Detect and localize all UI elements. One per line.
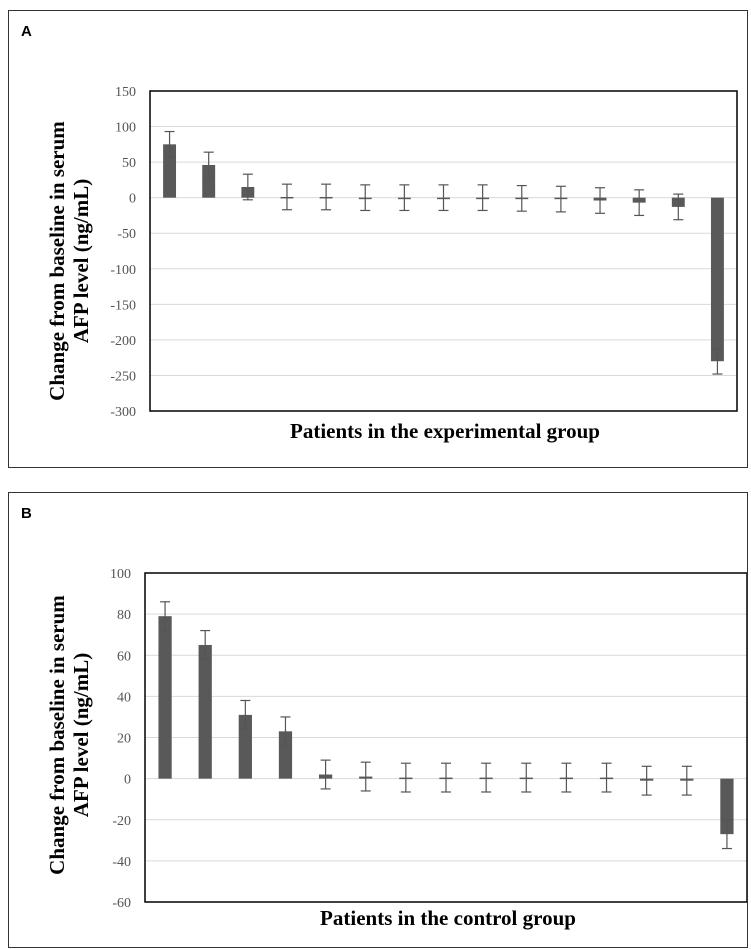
panel-label-b: B (21, 505, 32, 522)
chart-panel-a: A Change from baseline in serum AFP leve… (8, 10, 748, 468)
y-axis-title-line2-a: AFP level (ng/mL) (69, 179, 93, 343)
bar-b (158, 616, 172, 779)
y-tick-label-b: -60 (112, 896, 131, 911)
y-tick-label-a: -100 (110, 263, 136, 278)
chart-a-svg: Change from baseline in serum AFP level … (45, 85, 738, 443)
y-tick-label-a: 150 (115, 85, 136, 100)
y-tick-label-a: 50 (122, 156, 136, 171)
y-tick-label-a: -150 (110, 298, 136, 313)
bar-a (202, 164, 216, 198)
chart-panel-b: B Change from baseline in serum AFP leve… (8, 492, 748, 948)
bar-b (238, 714, 252, 779)
y-axis-title-line2-b: AFP level (ng/mL) (69, 653, 93, 817)
y-tick-label-b: 40 (117, 690, 131, 705)
x-axis-title-b: Patients in the control group (320, 906, 576, 930)
y-tick-label-a: -300 (110, 405, 136, 420)
y-axis-title-line1-b: Change from baseline in serum (45, 595, 69, 875)
y-tick-label-b: -40 (112, 855, 131, 870)
plot-area-b (144, 572, 747, 903)
bar-b (278, 731, 293, 779)
x-axis-title-a: Patients in the experimental group (290, 419, 600, 443)
y-tick-label-a: -200 (110, 334, 136, 349)
y-axis-title-line1-a: Change from baseline in serum (45, 121, 69, 401)
y-tick-label-b: 20 (117, 732, 131, 747)
y-tick-label-a: 100 (115, 121, 136, 136)
y-tick-label-b: 0 (124, 773, 131, 788)
bar-a (710, 197, 724, 362)
bar-b (198, 644, 212, 779)
panel-label-a: A (21, 23, 32, 40)
y-tick-label-b: 100 (110, 567, 131, 582)
y-tick-label-b: -20 (112, 814, 131, 829)
plot-area-a (149, 90, 738, 412)
y-tick-label-a: -250 (110, 369, 136, 384)
y-tick-label-a: 0 (129, 192, 136, 207)
chart-b-svg: Change from baseline in serum AFP level … (45, 567, 747, 930)
y-tick-label-b: 80 (117, 608, 131, 623)
y-tick-label-b: 60 (117, 649, 131, 664)
y-tick-label-a: -50 (117, 227, 136, 242)
